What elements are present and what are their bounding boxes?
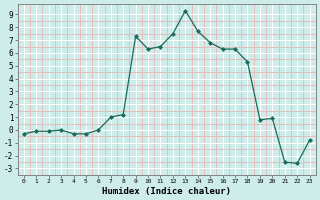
X-axis label: Humidex (Indice chaleur): Humidex (Indice chaleur) [102,187,231,196]
